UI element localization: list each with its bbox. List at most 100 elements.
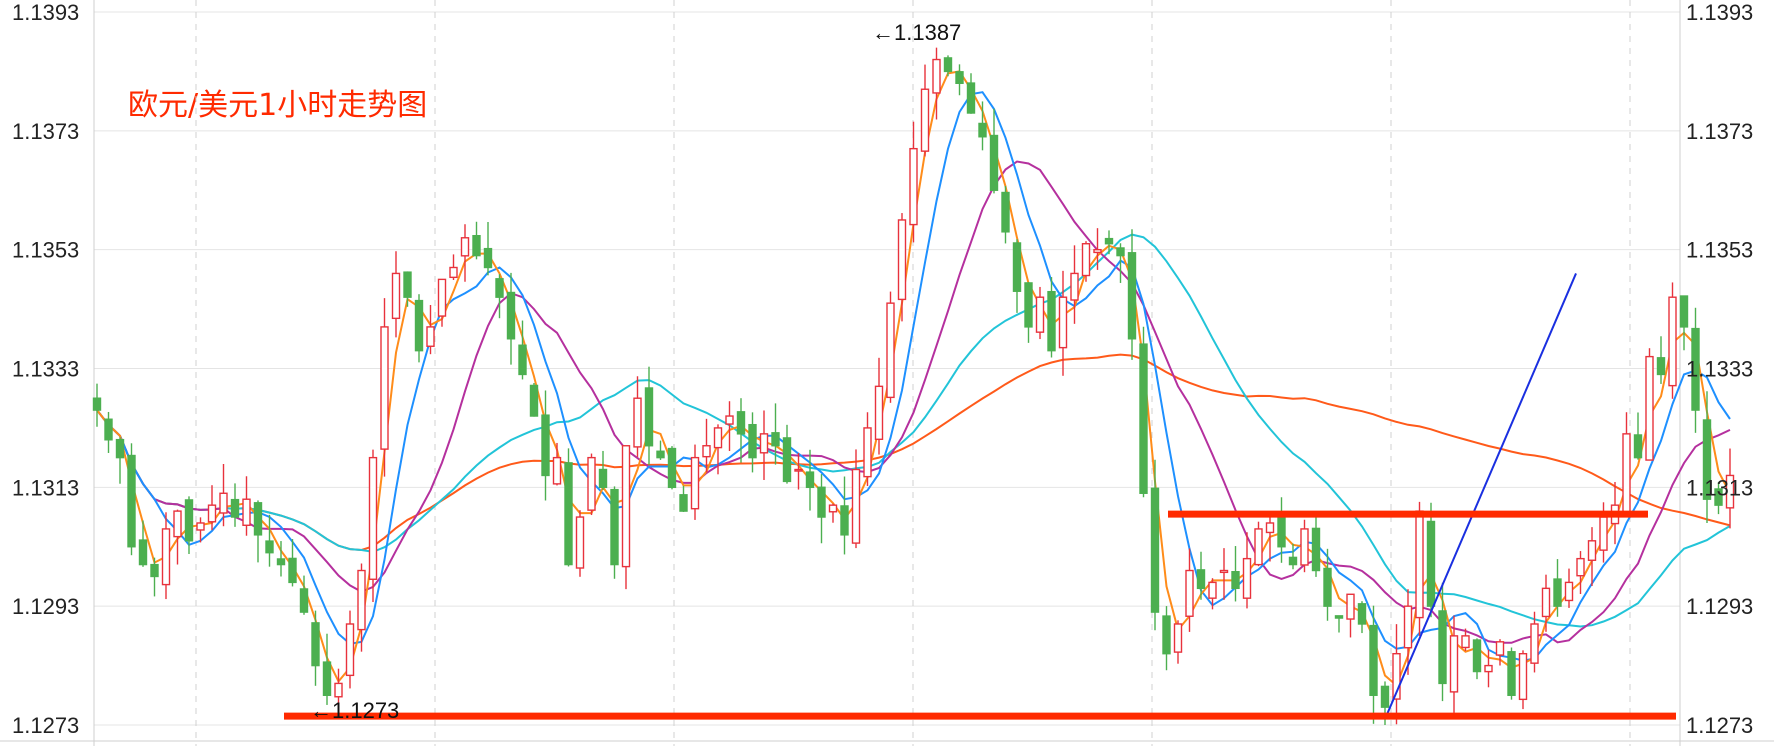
candle-up <box>1645 355 1654 461</box>
candle-up <box>1093 248 1102 254</box>
candle-up <box>1541 587 1551 618</box>
candle-up <box>1415 510 1424 619</box>
candle-up <box>1518 653 1528 701</box>
candle-up <box>1530 623 1539 664</box>
candle-down <box>1288 556 1298 566</box>
candle-up <box>621 445 631 568</box>
candle-down <box>506 291 516 340</box>
candle-down <box>943 57 953 73</box>
y-tick-label-left: 1.1373 <box>12 119 79 144</box>
y-tick-label-left: 1.1293 <box>12 594 79 619</box>
candle-up <box>920 88 930 152</box>
candle-down <box>483 247 493 269</box>
y-tick-label-right: 1.1393 <box>1686 0 1753 25</box>
candle-down <box>541 414 550 477</box>
candle-down <box>1714 488 1723 506</box>
candle-down <box>127 454 136 548</box>
candle-down <box>1633 434 1643 459</box>
candle-down <box>265 540 274 554</box>
candle-up <box>1725 474 1735 509</box>
candle-down <box>1162 615 1171 655</box>
candle-down <box>1150 487 1160 613</box>
candle-up <box>449 266 458 279</box>
y-tick-label-left: 1.1353 <box>12 238 79 263</box>
candle-up <box>1254 528 1263 566</box>
candle-down <box>817 486 826 518</box>
candle-down <box>667 447 677 489</box>
candle-down <box>564 462 573 566</box>
candle-down <box>184 499 194 542</box>
candle-down <box>1438 610 1447 685</box>
candle-down <box>276 558 286 566</box>
y-tick-label-left: 1.1273 <box>12 713 79 738</box>
candle-down <box>104 418 113 441</box>
candle-down <box>955 71 964 84</box>
candle-down <box>288 557 297 584</box>
candle-up <box>334 682 343 698</box>
candles <box>92 47 1735 725</box>
candle-down <box>322 661 332 696</box>
candle-up <box>1173 623 1183 653</box>
y-axes: 1.1393 1.1393 1.1373 1.1373 1.1353 1.1353 1.13… <box>12 0 1753 738</box>
candle-up <box>219 492 228 514</box>
candle-up <box>1185 569 1194 617</box>
candle-down <box>805 471 815 489</box>
candle-down <box>1104 237 1114 245</box>
candle-up <box>1265 522 1275 534</box>
candle-down <box>748 423 757 459</box>
candle-up <box>391 272 401 320</box>
candle-down <box>1334 615 1344 619</box>
candle-down <box>403 271 412 298</box>
candle-up <box>1403 605 1413 649</box>
candle-up <box>874 385 884 440</box>
trendline <box>1384 273 1577 720</box>
candle-up <box>345 623 355 677</box>
candle-up <box>460 237 470 257</box>
candle-down <box>529 384 539 417</box>
candle-down <box>311 622 320 667</box>
candle-up <box>1081 243 1091 277</box>
candle-up <box>426 326 435 347</box>
candle-down <box>1001 191 1010 233</box>
candle-down <box>771 432 780 447</box>
candle-down <box>1679 295 1689 328</box>
candle-up <box>1300 528 1309 566</box>
candle-down <box>1127 252 1137 340</box>
candle-down <box>1116 247 1125 257</box>
low-annotation: ←1.1273 <box>310 698 399 723</box>
candle-down <box>1702 419 1712 500</box>
candle-up <box>759 433 769 454</box>
candle-down <box>1553 578 1562 607</box>
candle-up <box>357 569 366 631</box>
candle-down <box>1024 282 1033 328</box>
candle-down <box>1369 624 1378 696</box>
candle-up <box>587 456 596 511</box>
levels-and-trendline <box>284 273 1676 720</box>
candle-down <box>598 468 608 489</box>
candle-down <box>115 438 125 459</box>
candle-down <box>1012 242 1022 292</box>
candle-down <box>1196 569 1206 590</box>
candle-up <box>1587 540 1597 561</box>
candle-down <box>138 539 148 566</box>
candle-down <box>966 82 976 114</box>
candle-down <box>644 387 654 447</box>
candle-up <box>380 326 389 450</box>
candle-up <box>713 427 723 449</box>
candle-down <box>414 299 424 352</box>
candle-up <box>1242 557 1252 599</box>
candle-up <box>1564 581 1574 602</box>
candle-up <box>368 456 378 580</box>
candle-down <box>1507 651 1516 696</box>
candle-down <box>1357 603 1367 625</box>
candle-down <box>1380 685 1390 708</box>
candle-down <box>1426 520 1436 607</box>
candle-down <box>1047 290 1056 352</box>
candle-up <box>932 58 941 94</box>
candle-down <box>1311 527 1321 572</box>
candle-up <box>1449 635 1459 693</box>
y-tick-label-left: 1.1313 <box>12 475 79 500</box>
candle-up <box>1346 593 1355 620</box>
candle-down <box>518 344 527 376</box>
